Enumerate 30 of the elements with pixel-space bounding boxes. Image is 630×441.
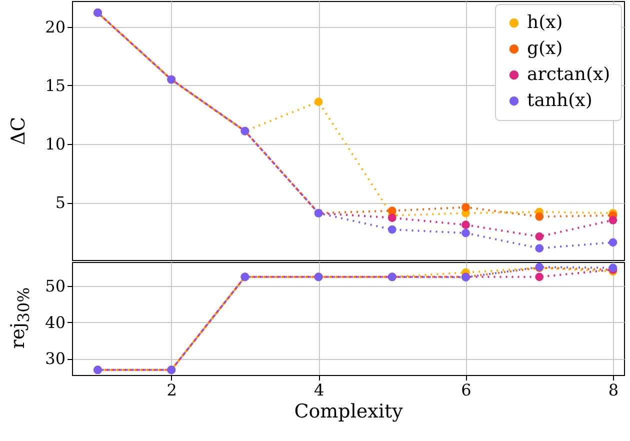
legend-label: tanh(x) — [527, 90, 592, 111]
point — [535, 272, 544, 282]
point — [535, 244, 544, 252]
y-tick-label: 30 — [45, 349, 66, 368]
legend-label: arctan(x) — [527, 64, 610, 85]
point — [535, 212, 544, 221]
x-axis-title: Complexity — [294, 400, 404, 422]
point — [388, 214, 396, 222]
point — [535, 232, 544, 241]
y-axis-title: ΔC — [8, 116, 30, 146]
point — [462, 220, 470, 230]
x-tick-label: 4 — [314, 380, 324, 400]
y-tick-label: 10 — [45, 134, 66, 154]
point — [462, 203, 470, 212]
y-tick-label: 5 — [55, 193, 66, 212]
legend-label: g(x) — [527, 38, 563, 59]
x-tick-label: 6 — [461, 380, 472, 400]
x-tick-label: 8 — [608, 380, 619, 400]
point — [608, 238, 618, 247]
point — [388, 225, 396, 234]
point — [608, 216, 618, 224]
legend-label: h(x) — [527, 12, 563, 33]
point — [388, 206, 396, 215]
point — [462, 228, 470, 238]
y-tick-label: 40 — [45, 312, 66, 332]
point — [314, 98, 323, 106]
y-tick-label: 20 — [45, 17, 66, 36]
x-tick-label: 2 — [166, 380, 177, 400]
y-tick-label: 50 — [45, 276, 66, 296]
y-tick-label: 15 — [45, 76, 66, 95]
